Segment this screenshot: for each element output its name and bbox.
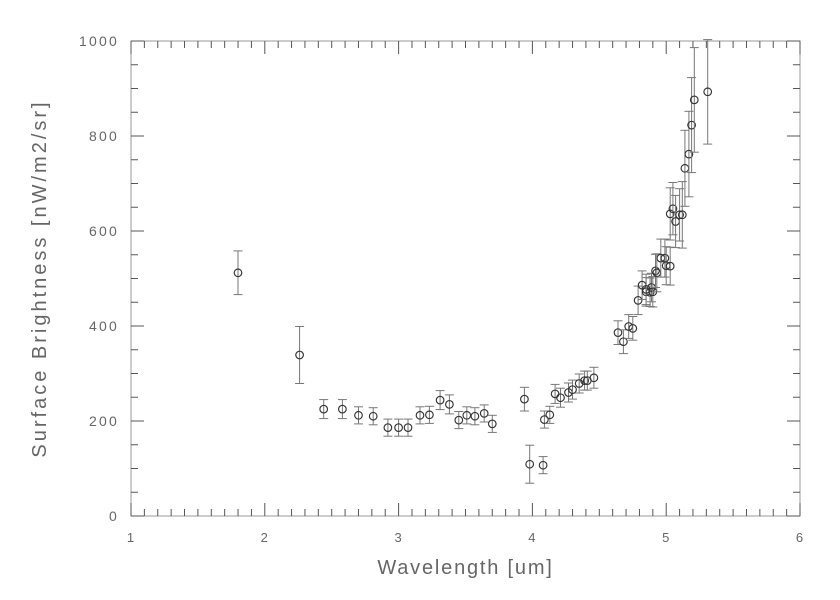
svg-text:Surface Brightness [nW/m2/sr]: Surface Brightness [nW/m2/sr] <box>29 99 51 457</box>
svg-text:4: 4 <box>528 530 536 545</box>
svg-text:800: 800 <box>89 128 119 144</box>
svg-text:Wavelength [um]: Wavelength [um] <box>377 557 553 579</box>
svg-text:3: 3 <box>394 530 402 545</box>
svg-text:6: 6 <box>796 530 804 545</box>
svg-text:1: 1 <box>127 530 135 545</box>
svg-text:200: 200 <box>89 413 119 429</box>
svg-text:2: 2 <box>261 530 269 545</box>
svg-text:600: 600 <box>89 223 119 239</box>
svg-text:0: 0 <box>109 508 119 524</box>
svg-text:5: 5 <box>662 530 670 545</box>
svg-text:400: 400 <box>89 318 119 334</box>
svg-text:1000: 1000 <box>79 33 119 49</box>
